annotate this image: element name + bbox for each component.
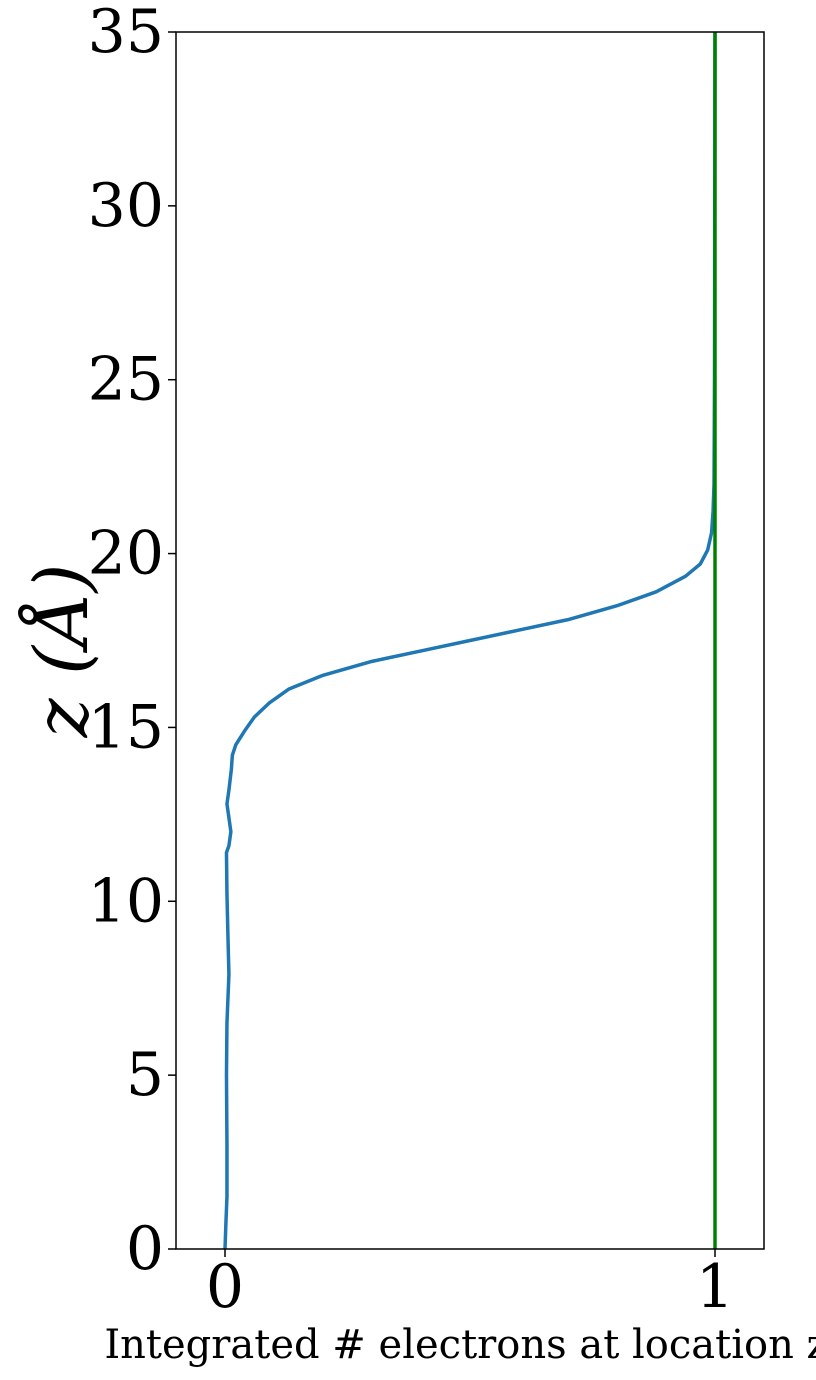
series-group (223, 32, 717, 1249)
y-tick-label: 10 (88, 866, 164, 936)
y-tick-label: 15 (88, 692, 164, 762)
plot-frame (175, 31, 765, 1250)
y-tick-label: 25 (88, 345, 164, 415)
y-tick-label: 35 (88, 0, 164, 67)
x-tick-label: 0 (206, 1252, 244, 1322)
series-line-1 (223, 32, 717, 1249)
y-tick-label: 0 (126, 1214, 164, 1284)
y-axis-label: z (Å) (17, 564, 105, 739)
x-axis-label: Integrated # electrons at location z (104, 1322, 816, 1368)
y-tick-label: 5 (126, 1040, 164, 1110)
y-tick-label: 20 (88, 519, 164, 589)
x-tick-label: 1 (696, 1252, 734, 1322)
y-tick-label: 30 (88, 171, 164, 241)
